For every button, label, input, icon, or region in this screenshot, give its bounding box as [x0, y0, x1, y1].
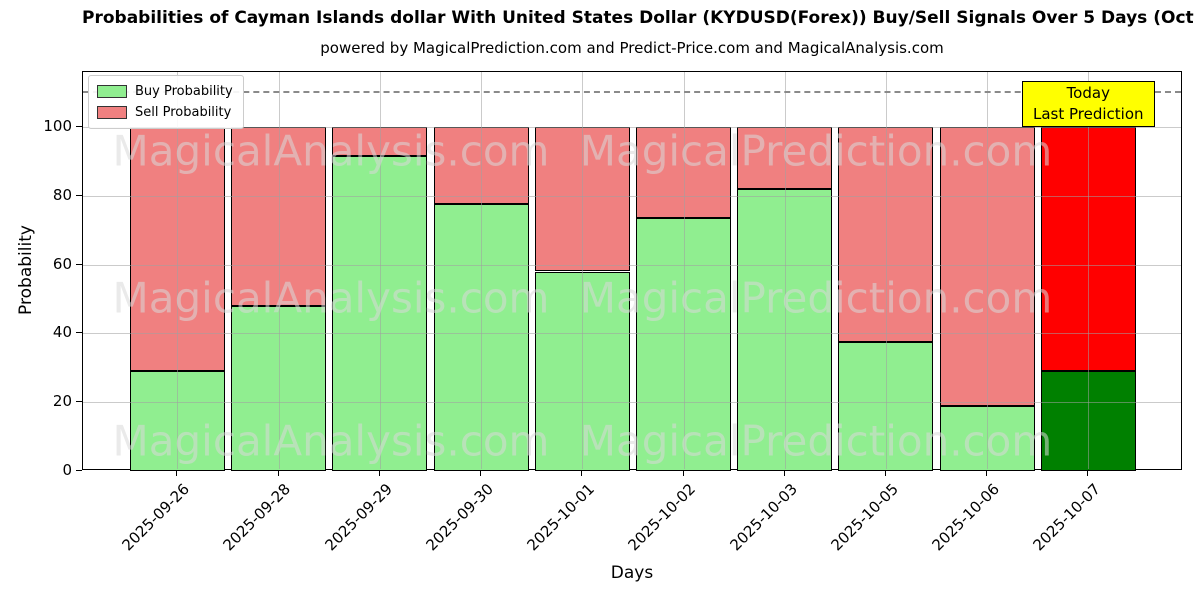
today-annotation-line2: Last Prediction [1033, 105, 1144, 123]
x-axis-label: Days [610, 563, 654, 583]
plot-area: MagicalAnalysis.com MagicalPrediction.com… [82, 71, 1182, 471]
today-annotation-line1: Today [1066, 84, 1110, 102]
x-tick-label-2025-10-03: 2025-10-03 [726, 480, 801, 555]
h-gridline-40 [83, 333, 1181, 335]
x-tick-label-2025-09-30: 2025-09-30 [422, 480, 497, 555]
y-tick-mark-100 [76, 126, 82, 128]
y-tick-mark-20 [76, 401, 82, 403]
x-tick-label-2025-09-28: 2025-09-28 [219, 480, 295, 555]
buy-legend-label: Buy Probability [135, 84, 233, 99]
x-tick-label-2025-10-06: 2025-10-06 [928, 480, 1003, 555]
x-tick-mark-2025-10-05 [884, 470, 886, 476]
h-gridline-20 [83, 402, 1181, 404]
x-tick-label-2025-10-07: 2025-10-07 [1029, 480, 1105, 555]
y-tick-mark-80 [76, 194, 82, 196]
v-gridline-2025-10-02 [683, 72, 685, 469]
watermark-right-row1: MagicalPrediction.com [579, 126, 1053, 176]
today-annotation: Today Last Prediction [1022, 81, 1155, 127]
h-gridline-100 [83, 127, 1181, 129]
legend-item-sell: Sell Probability [97, 102, 233, 123]
x-tick-mark-2025-10-07 [1087, 470, 1089, 476]
v-gridline-2025-10-01 [582, 72, 584, 469]
y-tick-mark-0 [76, 470, 82, 471]
y-tick-label-20: 20 [52, 392, 72, 411]
legend-item-buy: Buy Probability [97, 81, 233, 102]
y-tick-label-80: 80 [52, 185, 72, 204]
watermark-right-row2: MagicalPrediction.com [579, 273, 1053, 323]
h-gridline-80 [83, 195, 1181, 197]
y-tick-label-100: 100 [43, 117, 72, 136]
x-tick-label-2025-10-01: 2025-10-01 [523, 480, 598, 555]
x-tick-label-2025-09-26: 2025-09-26 [118, 480, 194, 555]
x-tick-label-2025-09-29: 2025-09-29 [321, 480, 396, 555]
v-gridline-2025-10-07 [1088, 72, 1090, 469]
v-gridline-2025-10-03 [784, 72, 786, 469]
x-tick-mark-2025-10-03 [783, 470, 785, 476]
x-tick-label-2025-10-05: 2025-10-05 [827, 480, 902, 555]
v-gridline-2025-09-26 [177, 72, 179, 469]
y-tick-label-0: 0 [62, 461, 72, 479]
watermark-left-row1: MagicalAnalysis.com [112, 126, 550, 176]
y-tick-mark-60 [76, 263, 82, 265]
y-tick-label-60: 60 [52, 254, 72, 273]
y-tick-label-40: 40 [52, 323, 72, 342]
h-gridline-60 [83, 264, 1181, 266]
sell-legend-label: Sell Probability [135, 105, 232, 120]
chart-title: Probabilities of Cayman Islands dollar W… [82, 8, 1200, 28]
x-tick-mark-2025-09-29 [378, 470, 380, 476]
y-tick-mark-40 [76, 332, 82, 334]
x-tick-label-2025-10-02: 2025-10-02 [624, 480, 700, 555]
sell-legend-swatch [97, 106, 127, 119]
x-tick-mark-2025-09-28 [277, 470, 279, 476]
x-tick-mark-2025-10-01 [581, 470, 583, 476]
v-gridline-2025-10-05 [885, 72, 887, 469]
buy-legend-swatch [97, 85, 127, 98]
chart-subtitle: powered by MagicalPrediction.com and Pre… [320, 39, 944, 57]
x-tick-mark-2025-09-30 [480, 470, 482, 476]
legend: Buy Probability Sell Probability [88, 75, 244, 129]
watermark-left-row3: MagicalAnalysis.com [112, 416, 550, 466]
v-gridline-2025-09-29 [379, 72, 381, 469]
watermark-left-row2: MagicalAnalysis.com [112, 273, 550, 323]
watermark-right-row3: MagicalPrediction.com [579, 416, 1053, 466]
x-tick-mark-2025-10-02 [682, 470, 684, 476]
today-dashed-line [83, 90, 1181, 93]
x-tick-mark-2025-09-26 [176, 470, 178, 476]
x-tick-mark-2025-10-06 [986, 470, 988, 476]
v-gridline-2025-10-06 [987, 72, 989, 469]
v-gridline-2025-09-28 [278, 72, 280, 469]
v-gridline-2025-09-30 [481, 72, 483, 469]
